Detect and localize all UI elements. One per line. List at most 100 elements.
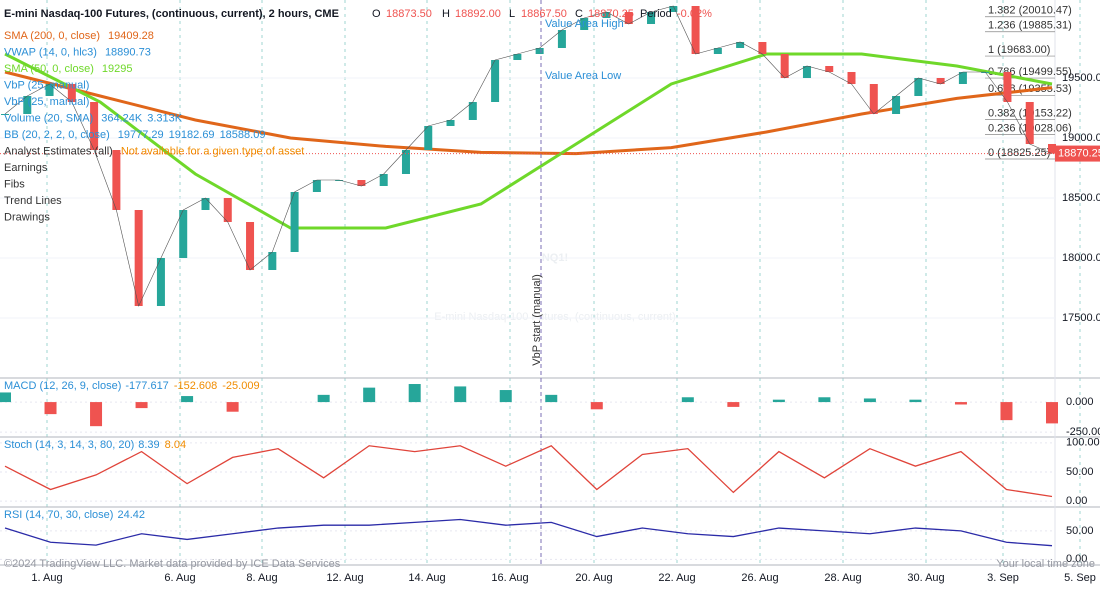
header-l-label: L <box>509 8 515 20</box>
candle <box>379 174 388 186</box>
fib-label: 0 (18825.25) <box>988 147 1050 159</box>
annotation: Value Area High <box>545 18 624 30</box>
legend-name: Fibs <box>4 178 25 190</box>
candle <box>290 192 299 252</box>
candle <box>847 72 856 84</box>
macd-bar <box>454 386 467 403</box>
x-tick-label: 26. Aug <box>741 572 778 584</box>
candle <box>446 120 455 126</box>
legend-value: 19182.69 <box>169 129 215 141</box>
candle <box>491 60 500 102</box>
candle <box>401 150 410 174</box>
candle <box>246 222 255 270</box>
macd-bar <box>909 399 922 403</box>
candle <box>535 48 544 54</box>
macd-bar <box>0 392 11 403</box>
macd-bar <box>1000 402 1013 421</box>
x-tick-label: 12. Aug <box>326 572 363 584</box>
candle <box>1048 144 1056 154</box>
macd-bar <box>226 402 239 412</box>
macd-bar <box>954 402 967 405</box>
fib-label: 1 (19683.00) <box>988 44 1050 56</box>
legend-name: Volume (20, SMA) <box>4 112 93 124</box>
legend-name: VWAP (14, 0, hlc3) <box>4 46 97 58</box>
fib-label: 0.786 (19499.55) <box>988 66 1072 78</box>
pane-value: 8.04 <box>165 439 186 451</box>
macd-bar <box>772 399 785 403</box>
macd-bar <box>363 387 376 403</box>
legend-value: 3.313K <box>147 112 183 124</box>
candle <box>936 78 945 84</box>
candle <box>179 210 188 258</box>
candle <box>691 6 700 54</box>
candle <box>1003 72 1012 102</box>
macd-bar <box>499 390 512 403</box>
pane-title: MACD (12, 26, 9, close) <box>4 380 121 392</box>
x-tick-label: 28. Aug <box>824 572 861 584</box>
legend-value: 364.24K <box>101 112 143 124</box>
candle <box>669 6 678 12</box>
macd-bar <box>681 397 694 403</box>
legend-name: Analyst Estimates (all) <box>4 145 113 157</box>
y-tick-label: 0.00 <box>1066 495 1087 507</box>
legend-name: Earnings <box>4 162 48 174</box>
fib-label: 1.236 (19885.31) <box>988 20 1072 32</box>
x-tick-label: 6. Aug <box>164 572 195 584</box>
legend-name: Drawings <box>4 211 50 223</box>
pane-value: -177.617 <box>125 380 168 392</box>
header-title: E-mini Nasdaq-100 Futures, (continuous, … <box>4 8 339 20</box>
candle <box>557 30 566 48</box>
stoch-line <box>4 444 1053 498</box>
candle <box>825 66 834 72</box>
annotation: VbP start (manual) <box>531 274 543 366</box>
legend-name: Trend Lines <box>4 195 62 207</box>
candle <box>45 84 54 96</box>
pane-value: 24.42 <box>117 509 145 521</box>
macd-bar <box>135 402 148 409</box>
y-tick-label: 50.00 <box>1066 466 1094 478</box>
candle <box>602 12 611 18</box>
x-tick-label: 3. Sep <box>987 572 1019 584</box>
y-tick-label: 18500.00 <box>1062 192 1100 204</box>
x-tick-label: 22. Aug <box>658 572 695 584</box>
pane-value: -152.608 <box>174 380 217 392</box>
macd-bar <box>590 402 603 410</box>
macd-bar <box>545 394 558 403</box>
x-tick-label: 30. Aug <box>907 572 944 584</box>
candle <box>780 54 789 78</box>
candle <box>758 42 767 54</box>
macd-bar <box>44 402 57 415</box>
candle <box>869 84 878 114</box>
x-tick-label: 8. Aug <box>246 572 277 584</box>
x-tick-label: 14. Aug <box>408 572 445 584</box>
header-h: 18892.00 <box>455 8 501 20</box>
pane-value: -25.009 <box>222 380 259 392</box>
y-tick-label: 19500.00 <box>1062 72 1100 84</box>
legend-name: VbP (25, manual) <box>4 79 89 91</box>
legend-value: 19409.28 <box>108 30 154 42</box>
legend-value: Not available for a given type of asset <box>121 145 304 157</box>
macd-bar <box>727 402 740 407</box>
x-tick-label: 16. Aug <box>491 572 528 584</box>
x-tick-label: 5. Sep <box>1064 572 1096 584</box>
macd-bar <box>408 384 421 403</box>
candle <box>958 72 967 84</box>
legend-value: 18588.09 <box>220 129 266 141</box>
footer-timezone: Your local time zone <box>996 558 1095 570</box>
candle <box>335 180 344 181</box>
annotation: Value Area Low <box>545 70 621 82</box>
price-line <box>4 5 1053 307</box>
macd-bar <box>317 394 330 403</box>
candle <box>223 198 232 222</box>
rsi-line <box>4 518 1053 547</box>
candle <box>156 258 165 306</box>
header-h-label: H <box>442 8 450 20</box>
candle <box>424 126 433 150</box>
y-tick-label: 50.00 <box>1066 525 1094 537</box>
candle <box>1 114 9 115</box>
legend-name: SMA (50, 0, close) <box>4 63 94 75</box>
header-period-label: Period <box>640 8 672 20</box>
y-tick-label: 0.000 <box>1066 396 1094 408</box>
